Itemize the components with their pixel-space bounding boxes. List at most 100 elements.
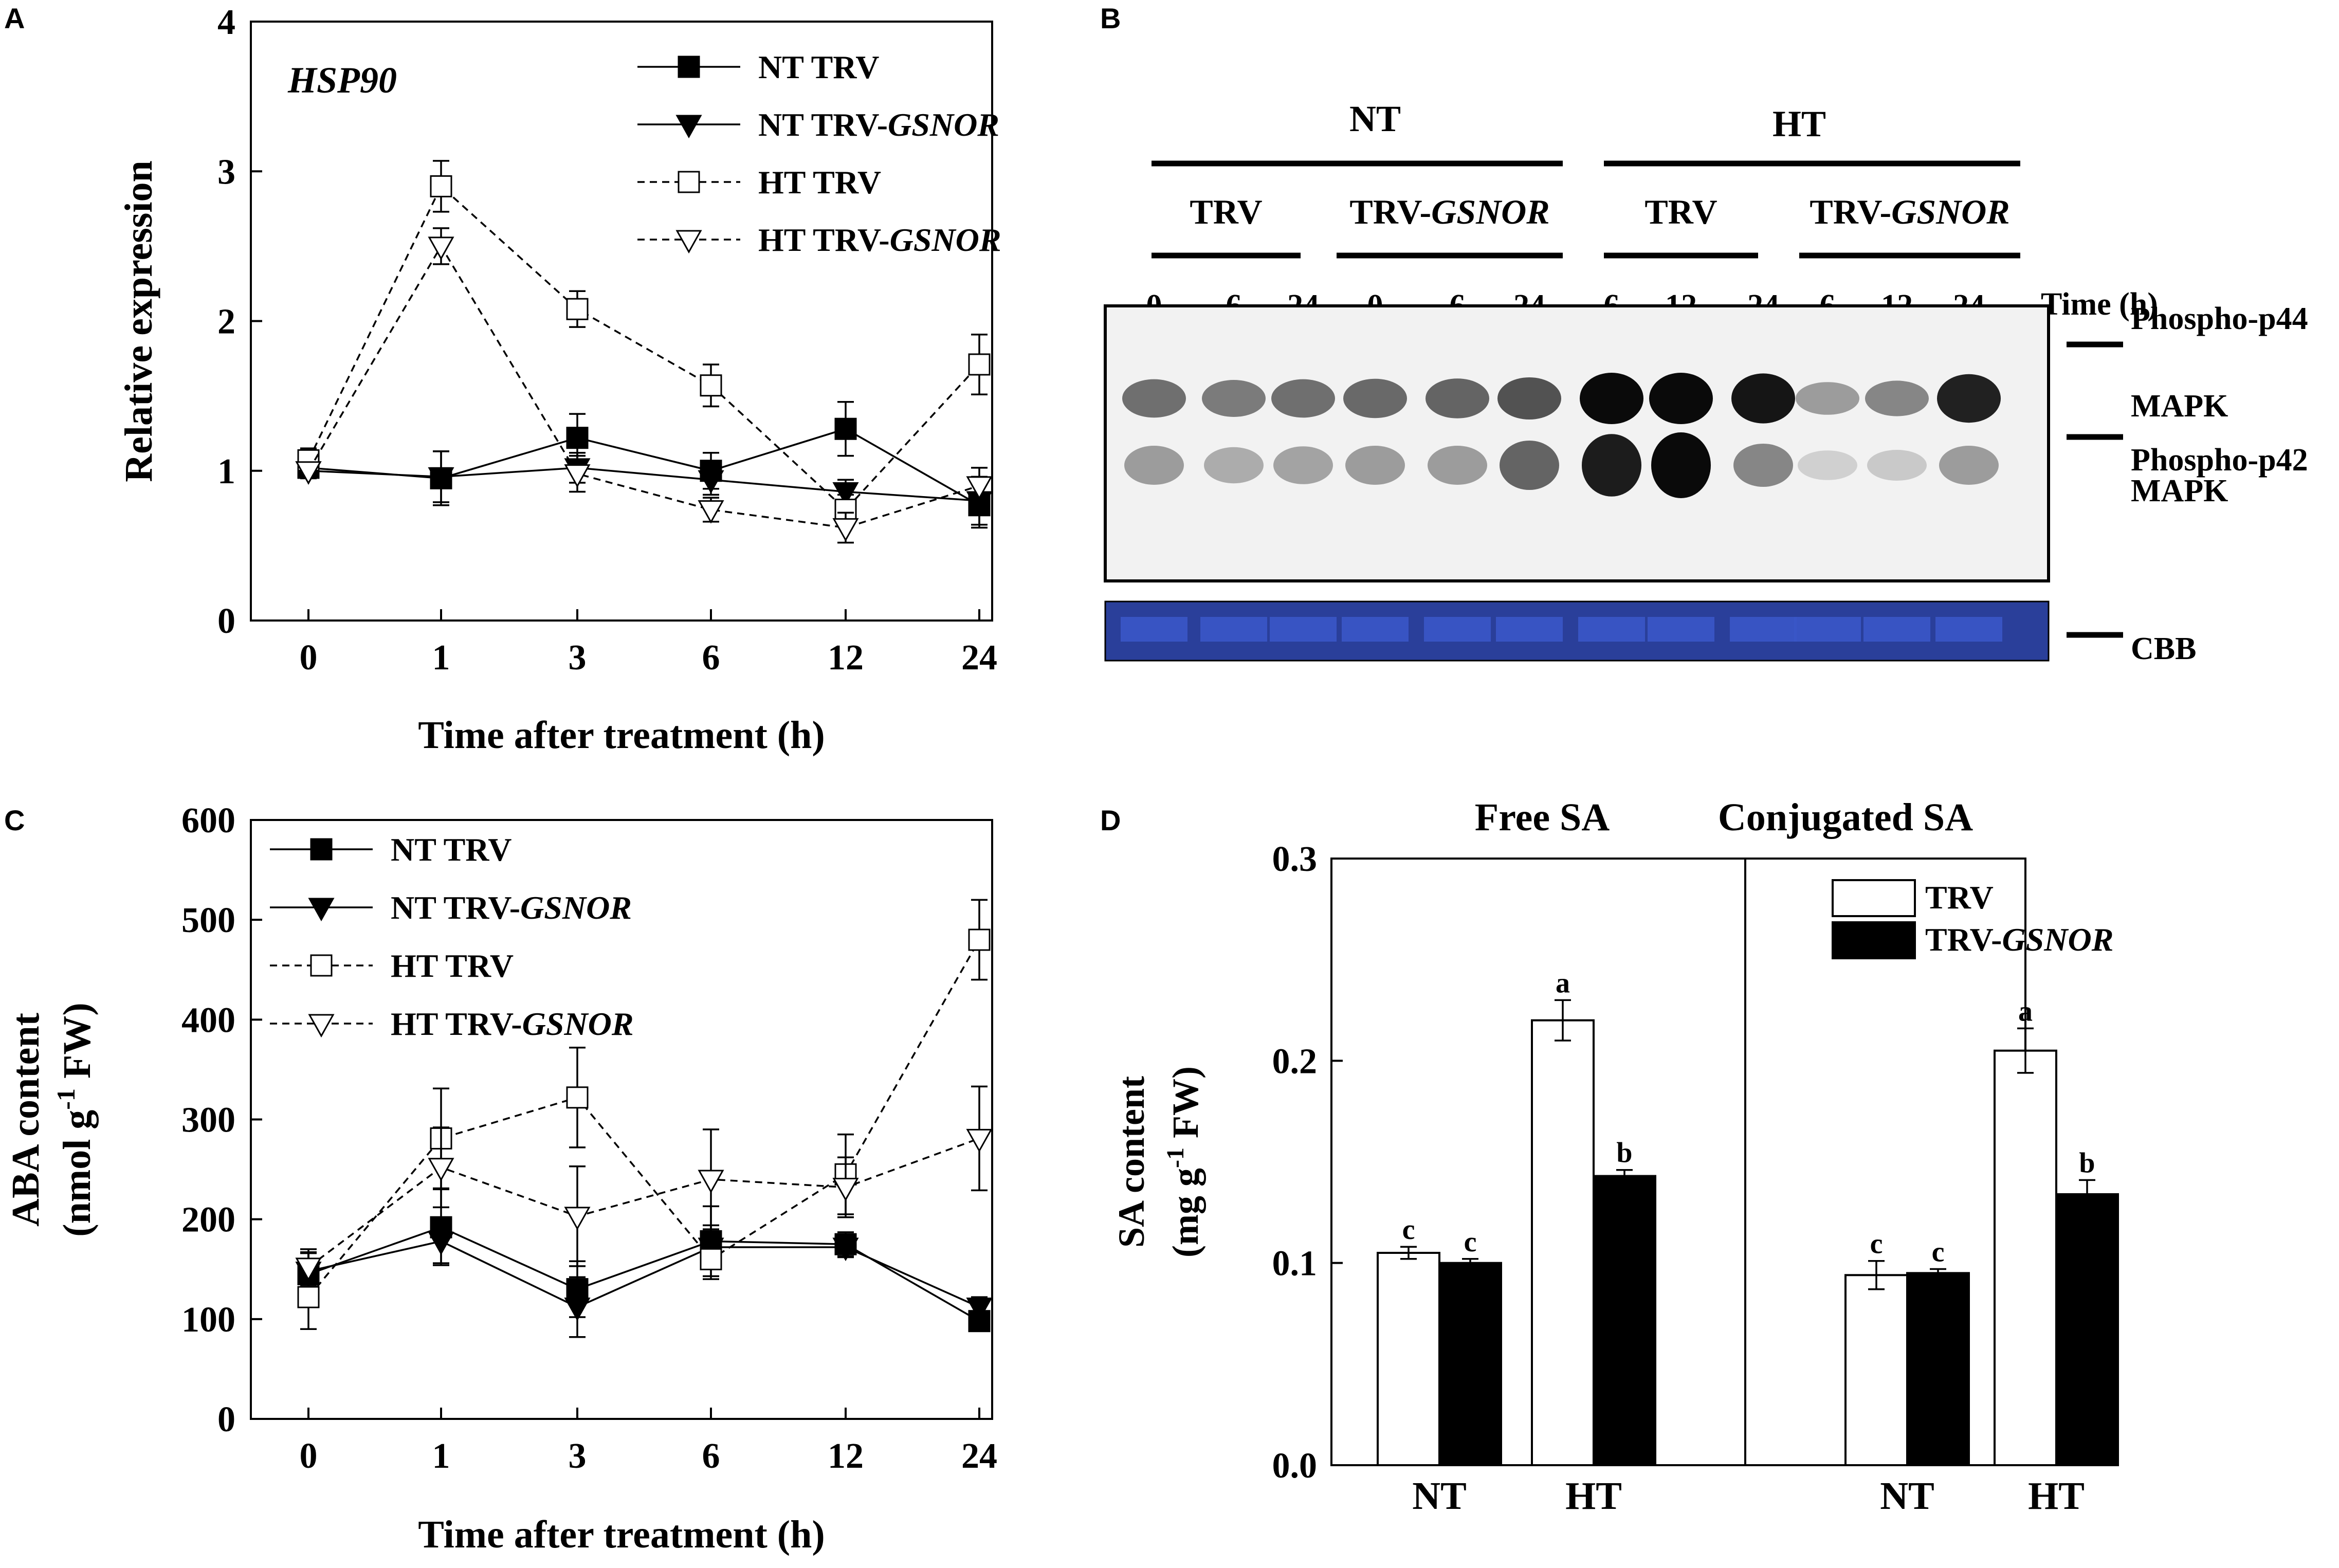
- d-group-title: Conjugated SA: [1718, 796, 1973, 839]
- a-data-point: [832, 482, 859, 506]
- blot-band-p44: [1937, 374, 2001, 423]
- c-data-point: [832, 1178, 859, 1201]
- d-significance-letter: a: [1556, 967, 1570, 999]
- cbb-lane-band: [1270, 617, 1337, 642]
- blot-bands: [1122, 373, 2001, 498]
- d-y-tick-label: 0.3: [1272, 840, 1318, 879]
- panel-letter-a: A: [4, 2, 25, 34]
- a-y-tick-label: 4: [217, 3, 235, 42]
- c-x-tick-label: 3: [569, 1436, 587, 1476]
- blot-membrane: [1104, 304, 2050, 582]
- d-legend-label: TRV-GSNOR: [1925, 921, 2113, 958]
- d-significance-letter: b: [2079, 1147, 2095, 1179]
- c-x-tick-label: 6: [702, 1436, 720, 1476]
- c-x-tick-label: 1: [432, 1436, 450, 1476]
- d-bar: [1994, 1049, 2057, 1466]
- blot-band-p44: [1343, 378, 1407, 418]
- d-bar: [1438, 1262, 1502, 1467]
- d-group-title: Free SA: [1475, 796, 1610, 839]
- a-legend-label: HT TRV-GSNOR: [758, 222, 1001, 258]
- blot-band-p42: [1500, 441, 1559, 490]
- blot-band-p44: [1731, 373, 1795, 424]
- d-significance-letter: c: [1402, 1214, 1415, 1246]
- panel-d-bars: Free SA NT c c HT a b Conjugated SA NT c c HT a b: [1377, 796, 2119, 1518]
- c-data-point: [428, 1158, 454, 1181]
- blot-band-p42: [1733, 444, 1793, 487]
- c-series-1: [295, 1218, 993, 1338]
- a-legend-marker: [678, 56, 700, 78]
- c-series-line: [307, 1137, 980, 1268]
- blot-band-p42: [1345, 446, 1405, 485]
- panel-a-x-axis-label: Time after treatment (h): [418, 714, 825, 757]
- a-x-tick-label: 24: [961, 638, 997, 678]
- cbb-lane-band: [1730, 617, 1797, 642]
- blot-band-p44: [1202, 380, 1266, 417]
- c-legend-marker: [310, 838, 333, 861]
- a-x-tick-label: 1: [432, 638, 450, 678]
- c-data-point: [698, 1170, 724, 1194]
- a-legend-marker: [678, 171, 700, 193]
- c-data-point: [700, 1248, 722, 1270]
- c-x-tick-label: 24: [961, 1436, 997, 1476]
- c-legend-label: HT TRV-GSNOR: [391, 1006, 634, 1042]
- c-legend-marker: [308, 898, 335, 922]
- d-bar: [2055, 1193, 2119, 1466]
- a-x-tick-label: 3: [569, 638, 587, 678]
- d-legend-label: TRV: [1925, 879, 1994, 916]
- a-legend-marker: [675, 230, 702, 254]
- blot-band-p44: [1122, 379, 1186, 418]
- a-data-point: [566, 298, 589, 320]
- cbb-lane-band: [1648, 617, 1714, 642]
- c-legend-label: NT TRV: [391, 831, 511, 868]
- a-series-0: [297, 401, 991, 529]
- blot-condition-label: TRV: [1190, 192, 1262, 231]
- c-data-point: [297, 1286, 320, 1308]
- a-series-3: [295, 227, 993, 544]
- blot-band-p44: [1796, 382, 1859, 415]
- c-data-point: [832, 1237, 859, 1262]
- a-series-1: [295, 450, 993, 526]
- a-y-tick-label: 3: [217, 152, 235, 192]
- d-legend-swatch: [1832, 879, 1916, 917]
- panel-letter-b: B: [1100, 2, 1121, 34]
- a-series-line: [307, 244, 980, 529]
- panel-c-y-ticks: 0 100 200 300 400 500 600: [181, 801, 262, 1439]
- cbb-lane-band: [1935, 617, 2002, 642]
- blot-band-label: MAPK: [2131, 473, 2228, 508]
- c-y-tick-label: 100: [181, 1300, 235, 1340]
- blot-band-p42: [1204, 447, 1264, 484]
- panel-d-y-ticks: 0.0 0.1 0.2 0.3: [1272, 840, 1343, 1486]
- blot-band-p42: [1651, 432, 1711, 498]
- blot-headers: NTHTTRVTRV-GSNORTRVTRV-GSNOR062406246122…: [1146, 98, 2158, 323]
- a-y-tick-label: 0: [217, 601, 235, 641]
- cbb-lane-band: [1424, 617, 1491, 642]
- panel-d-y-axis-unit: (mg g-1 FW): [1162, 1066, 1206, 1257]
- blot-condition-label: TRV-GSNOR: [1349, 192, 1549, 231]
- d-bar: [1844, 1274, 1908, 1466]
- a-data-point: [698, 470, 724, 494]
- c-data-point: [968, 928, 991, 951]
- panel-c-y-axis-unit: (nmol g-1 FW): [51, 1002, 99, 1236]
- blot-band-p44: [1271, 379, 1335, 418]
- c-y-tick-label: 300: [181, 1101, 235, 1140]
- blot-condition-label: TRV: [1644, 192, 1717, 231]
- a-data-point: [698, 500, 724, 524]
- a-data-point: [428, 236, 454, 260]
- panel-d-y-axis-label: SA content: [1111, 1076, 1152, 1248]
- blot-band-label: CBB: [2131, 631, 2196, 666]
- d-bar: [1593, 1175, 1656, 1467]
- panel-a-series: [295, 160, 993, 544]
- a-series-line: [308, 467, 980, 502]
- a-data-point: [566, 427, 589, 449]
- c-legend-label: NT TRV-GSNOR: [391, 889, 632, 926]
- cbb-lanes: [1121, 617, 2002, 642]
- c-series-line: [307, 939, 980, 1298]
- c-y-tick-label: 0: [217, 1400, 235, 1439]
- a-data-point: [428, 467, 454, 491]
- a-legend-label: NT TRV: [758, 49, 879, 85]
- blot-band-p44: [1649, 373, 1713, 424]
- d-legend-swatch: [1832, 921, 1916, 959]
- panel-a-title: HSP90: [287, 60, 397, 101]
- panel-a-x-ticks: 0 1 3 6 12 24: [300, 609, 997, 678]
